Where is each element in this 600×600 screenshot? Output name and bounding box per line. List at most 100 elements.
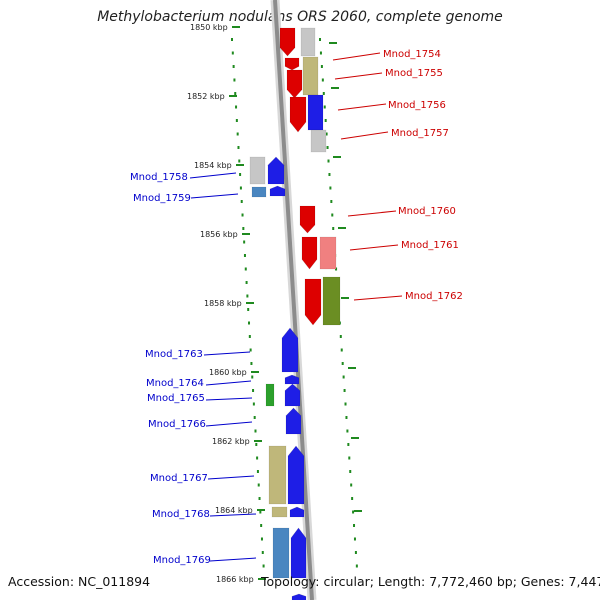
left-track-dot <box>259 510 262 514</box>
left-track-dot <box>242 227 245 230</box>
right-track-dot <box>324 119 327 122</box>
accession-text: Accession: NC_011894 <box>8 574 151 589</box>
left-track-dot <box>261 551 264 554</box>
left-track-dot <box>249 348 252 352</box>
gene-arrow <box>287 445 305 505</box>
gene-arrow <box>299 205 316 234</box>
right-track-dot <box>339 335 342 338</box>
left-track-dot <box>234 92 237 95</box>
gene-feature-box <box>265 383 275 407</box>
topology-text: Topology: circular; Length: 7,772,460 bp… <box>261 574 600 589</box>
left-track-dot <box>243 254 246 257</box>
left-track-dot <box>237 146 240 149</box>
left-track-dot <box>240 200 243 203</box>
left-tick-track <box>231 38 265 568</box>
right-track-dot <box>323 105 326 109</box>
left-track-dot <box>258 497 261 500</box>
right-track-tick <box>341 297 349 299</box>
gene-feature-box <box>251 186 267 198</box>
gene-arrow <box>269 185 286 197</box>
right-track-dot <box>329 186 332 190</box>
left-track-dot <box>254 429 257 433</box>
gene-leader-line <box>209 513 257 517</box>
right-track-dot <box>319 51 322 55</box>
gene-arrow <box>290 527 307 579</box>
right-track-dot <box>344 402 347 406</box>
gene-track <box>249 27 341 600</box>
right-track-tick <box>351 437 359 439</box>
right-track-dot <box>326 146 329 149</box>
left-track-dot <box>232 65 235 68</box>
kbp-tick-mark <box>246 302 254 304</box>
gene-label: Mnod_1767 <box>150 473 208 484</box>
right-track-dot <box>328 173 331 176</box>
left-track-dot <box>256 470 259 473</box>
right-track-dot <box>343 389 346 392</box>
gene-arrow <box>285 407 302 435</box>
gene-feature-box <box>302 56 319 96</box>
gene-label: Mnod_1760 <box>398 206 456 217</box>
gene-leader-line <box>205 421 253 427</box>
left-track-dot <box>248 321 251 325</box>
left-track-dot <box>257 483 260 487</box>
right-track-dot <box>349 470 352 473</box>
right-track-dot <box>342 375 345 379</box>
left-track-dot <box>250 362 253 365</box>
gene-feature-box <box>249 156 266 185</box>
right-track-dot <box>327 159 330 163</box>
right-track-dot <box>353 524 356 527</box>
gene-label: Mnod_1764 <box>146 378 204 389</box>
kbp-scale: 1850 kbp 1852 kbp 1854 kbp 1856 kbp 1858 kbp… <box>187 23 266 584</box>
right-track-dot <box>319 38 321 41</box>
gene-leader-line <box>337 103 387 111</box>
right-track-dot <box>348 456 351 460</box>
gene-leader-line <box>207 475 255 480</box>
left-track-dot <box>244 267 247 271</box>
left-track-dot <box>248 335 251 338</box>
right-track-dot <box>340 348 343 352</box>
gene-label: Mnod_1756 <box>388 100 446 111</box>
gene-leader-line <box>189 172 237 179</box>
left-track-dot <box>236 132 239 136</box>
left-track-dot <box>239 186 242 190</box>
kbp-tick-label: 1862 kbp <box>212 437 250 446</box>
kbp-tick-mark <box>257 509 265 511</box>
left-track-dot <box>243 240 246 244</box>
right-track-tick <box>354 510 362 512</box>
right-track-dot <box>351 497 354 500</box>
right-track-tick <box>333 156 341 158</box>
gene-leader-line <box>205 380 252 386</box>
gene-label: Mnod_1761 <box>401 240 459 251</box>
left-track-dot <box>231 38 233 41</box>
kbp-tick-label: 1850 kbp <box>190 23 228 32</box>
gene-leader-line <box>340 131 389 140</box>
gene-label: Mnod_1759 <box>133 193 191 204</box>
right-track-dot <box>347 443 350 446</box>
right-track-dot <box>345 416 348 419</box>
gene-feature-box <box>300 27 316 57</box>
kbp-tick-label: 1854 kbp <box>194 161 232 170</box>
gene-label: Mnod_1768 <box>152 509 210 520</box>
left-track-dot <box>252 389 255 392</box>
right-track-dot <box>355 564 358 568</box>
left-track-dot <box>262 564 265 568</box>
map-title: Methylobacterium nodulans ORS 2060, comp… <box>97 9 503 25</box>
right-track-dot <box>353 537 356 541</box>
gene-arrow <box>286 69 303 99</box>
backbone-line <box>273 0 314 600</box>
kbp-tick-label: 1858 kbp <box>204 299 242 308</box>
kbp-tick-mark <box>229 95 237 97</box>
left-track-dot <box>238 159 241 163</box>
gene-label: Mnod_1755 <box>385 68 443 79</box>
gene-arrow <box>301 236 318 270</box>
right-track-dot <box>331 213 334 217</box>
gene-leader-line <box>209 557 257 562</box>
gene-arrow <box>279 27 296 57</box>
gene-feature-box <box>272 527 290 579</box>
gene-feature-box <box>322 276 341 326</box>
kbp-tick-mark <box>236 164 244 166</box>
left-track-dot <box>247 308 250 311</box>
left-track-dot <box>233 78 236 82</box>
gene-arrow <box>267 156 285 185</box>
gene-label: Mnod_1763 <box>145 349 203 360</box>
